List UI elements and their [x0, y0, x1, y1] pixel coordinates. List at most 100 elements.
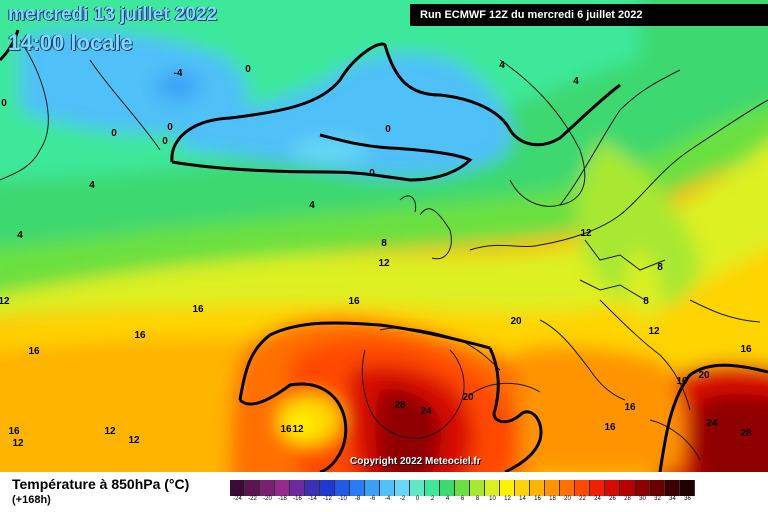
- scale-swatch: [515, 480, 530, 496]
- scale-swatch: [245, 480, 260, 496]
- isotherm-value-label: 16: [134, 330, 146, 341]
- isotherm-value-label: 8: [381, 238, 387, 249]
- scale-tick-label: 8: [475, 496, 480, 502]
- scale-tick-label: 36: [684, 496, 691, 502]
- scale-tick-label: -2: [399, 496, 406, 502]
- scale-swatch: [320, 480, 335, 496]
- isotherm-value-label: 16: [280, 424, 292, 435]
- scale-swatch: [410, 480, 425, 496]
- scale-tick-label: 12: [504, 496, 511, 502]
- forecast-time: 14:00 locale: [8, 30, 133, 55]
- isotherm-value-label: 4: [17, 230, 23, 241]
- legend-title: Température à 850hPa (°C): [12, 476, 190, 492]
- scale-swatch: [275, 480, 290, 496]
- isotherm-value-label: 0: [385, 124, 391, 135]
- scale-tick-label: -14: [308, 496, 317, 502]
- isotherm-value-label: 16: [192, 304, 204, 315]
- scale-tick-label: 2: [430, 496, 435, 502]
- scale-tick-label: 22: [579, 496, 586, 502]
- scale-swatch: [605, 480, 620, 496]
- scale-swatch: [635, 480, 650, 496]
- scale-tick-label: -4: [384, 496, 391, 502]
- isotherm-value-label: 12: [104, 426, 116, 437]
- isotherm-value-label: 12: [128, 435, 140, 446]
- isotherm-value-label: 20: [510, 316, 522, 327]
- scale-tick-label: 4: [445, 496, 450, 502]
- legend-subtitle: (+168h): [12, 494, 51, 506]
- scale-tick-label: -12: [323, 496, 332, 502]
- scale-swatch: [365, 480, 380, 496]
- isotherm-value-label: 4: [309, 200, 315, 211]
- isotherm-value-label: 0: [162, 136, 168, 147]
- scale-swatch: [575, 480, 590, 496]
- scale-tick-label: 28: [624, 496, 631, 502]
- scale-tick-label: -18: [278, 496, 287, 502]
- coastlines: [0, 39, 768, 461]
- scale-swatch: [560, 480, 575, 496]
- scale-tick-label: 24: [594, 496, 601, 502]
- isotherm-value-label: 24: [420, 406, 432, 417]
- forecast-date: mercredi 13 juillet 2022: [8, 4, 218, 25]
- scale-tick-label: 18: [549, 496, 556, 502]
- scale-swatch: [590, 480, 605, 496]
- isotherm-value-label: 28: [740, 428, 752, 439]
- scale-swatch: [485, 480, 500, 496]
- isotherm-value-label: 16: [28, 346, 40, 357]
- scale-tick-label: 30: [639, 496, 646, 502]
- scale-swatch: [350, 480, 365, 496]
- isotherm-value-label: 16: [624, 402, 636, 413]
- scale-tick-label: -16: [293, 496, 302, 502]
- isotherm-value-label: 0: [111, 128, 117, 139]
- scale-tick-label: 16: [534, 496, 541, 502]
- isotherm-value-label: 0: [1, 98, 7, 109]
- isotherm-value-label: 12: [0, 296, 10, 307]
- scale-tick-label: -6: [369, 496, 376, 502]
- isotherm-value-label: 12: [292, 424, 304, 435]
- scale-swatch: [290, 480, 305, 496]
- scale-swatch: [455, 480, 470, 496]
- scale-swatch: [665, 480, 680, 496]
- scale-tick-label: 0: [415, 496, 420, 502]
- scale-tick-label: 34: [669, 496, 676, 502]
- scale-tick-label: 14: [519, 496, 526, 502]
- isotherm-value-label: 16: [8, 426, 20, 437]
- scale-swatch: [440, 480, 455, 496]
- legend-bar: Température à 850hPa (°C) (+168h) -24 -22…: [0, 472, 768, 512]
- isotherm-value-label: 4: [499, 60, 505, 71]
- scale-swatch: [395, 480, 410, 496]
- isotherm-value-label: 24: [706, 418, 718, 429]
- scale-tick-label: 10: [489, 496, 496, 502]
- isotherm-value-label: 20: [462, 392, 474, 403]
- isotherm-value-label: 12: [648, 326, 660, 337]
- scale-tick-label: -20: [263, 496, 272, 502]
- scale-tick-label: -24: [233, 496, 242, 502]
- scale-swatch: [335, 480, 350, 496]
- scale-tick-label: 26: [609, 496, 616, 502]
- scale-tick-label: 20: [564, 496, 571, 502]
- scale-swatch: [260, 480, 275, 496]
- isotherm-value-label: 0: [245, 64, 251, 75]
- isotherm-value-label: 0: [167, 122, 173, 133]
- isotherm-value-label: 28: [394, 400, 406, 411]
- scale-swatch: [380, 480, 395, 496]
- temperature-field: [0, 0, 768, 472]
- scale-tick-label: -8: [354, 496, 361, 502]
- isotherm-value-label: 20: [698, 370, 710, 381]
- isotherm-value-label: 8: [643, 296, 649, 307]
- copyright-text: Copyright 2022 Meteociel.fr: [350, 456, 481, 467]
- scale-swatch: [650, 480, 665, 496]
- isotherm-value-label: 4: [89, 180, 95, 191]
- isotherm-value-label: 0: [369, 168, 375, 179]
- scale-swatch: [305, 480, 320, 496]
- scale-swatch: [425, 480, 440, 496]
- major-isotherms: [0, 29, 768, 472]
- scale-swatch: [470, 480, 485, 496]
- isotherm-value-label: 8: [657, 262, 663, 273]
- scale-tick-label: -10: [338, 496, 347, 502]
- isotherm-value-label: 12: [378, 258, 390, 269]
- isotherm-value-label: 12: [580, 228, 592, 239]
- scale-tick-label: -22: [248, 496, 257, 502]
- scale-swatch: [230, 480, 245, 496]
